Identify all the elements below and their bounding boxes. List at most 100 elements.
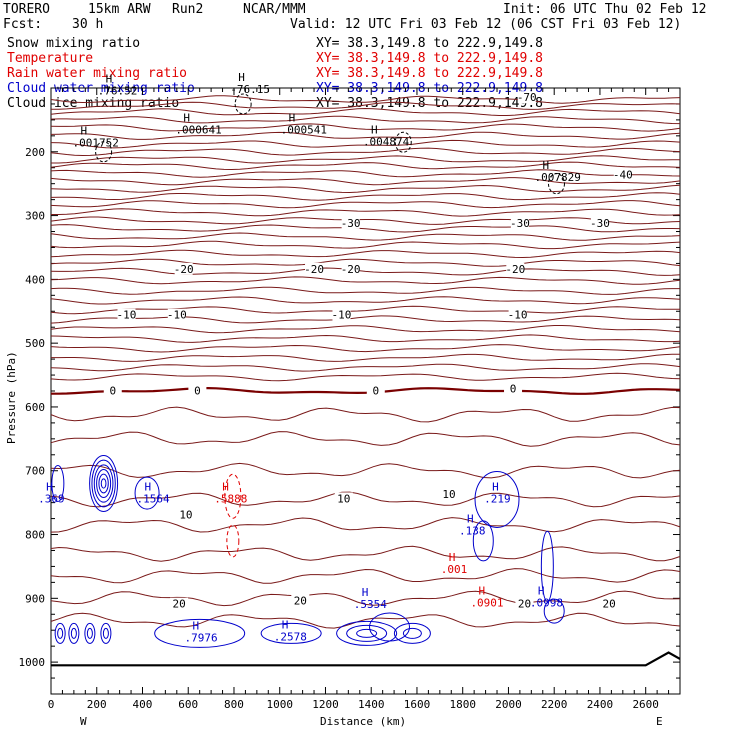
ice-snow-contours (95, 93, 565, 195)
temperature-contour-line (50, 131, 681, 140)
temperature-contour-line (50, 267, 681, 276)
temperature-contour-label: -20 (174, 263, 194, 276)
maximum-marker: H (542, 159, 549, 172)
cloud-water-contour (393, 622, 431, 644)
temperature-contour-line (50, 372, 681, 382)
temperature-contours (50, 95, 681, 629)
x-axis-label: Distance (km) (320, 715, 406, 728)
contour-label-bg (508, 308, 527, 321)
cloud-water-contour (96, 468, 112, 498)
org-label: NCAR/MMM (243, 2, 306, 17)
temperature-contour-line (50, 517, 681, 533)
maximum-marker: H (289, 111, 296, 124)
temperature-contour-line (50, 177, 681, 186)
temperature-contour-line (50, 240, 681, 250)
temperature-contour-line (51, 353, 680, 362)
contour-label-bg (517, 91, 536, 104)
y-tick-label: 1000 (19, 656, 46, 669)
temperature-contour-label: -30 (341, 217, 361, 230)
maximum-marker: H (193, 620, 200, 633)
temperature-contour-line (50, 147, 681, 157)
temperature-contour-line (50, 325, 681, 334)
x-tick-label: 1600 (404, 698, 431, 711)
temperature-contour-label: 0 (194, 385, 201, 398)
temperature-contour-line (50, 169, 681, 178)
temperature-contour-label: -20 (505, 263, 525, 276)
temperature-contour-line (50, 612, 681, 629)
maximum-marker: H (238, 71, 245, 84)
maximum-marker: H (492, 481, 499, 494)
temperature-contour-label: -10 (167, 309, 187, 322)
cloud-water-contour (260, 622, 322, 644)
terrain-line (51, 651, 681, 667)
maximum-marker: H (183, 111, 190, 124)
maximum-value-label: .138 (459, 525, 486, 538)
temperature-contour-line (50, 107, 681, 116)
init-time: Init: 06 UTC Thu 02 Feb 12 (503, 2, 707, 17)
temperature-contour-line (50, 115, 681, 125)
y-tick-label: 800 (25, 529, 45, 542)
y-axis-label: Pressure (hPa) (5, 351, 18, 444)
temperature-contour-label: 10 (337, 492, 350, 505)
contour-label-bg (332, 308, 351, 321)
temperature-contour-line (50, 95, 681, 104)
maximum-value-label: .7976 (185, 632, 218, 645)
maximum-value-label: .219 (484, 493, 511, 506)
maximum-value-label: .5888 (214, 493, 247, 506)
model-name: TORERO (3, 2, 50, 17)
cloud-water-contour (89, 454, 119, 512)
maximum-marker: H (46, 481, 53, 494)
contour-label-bg (170, 597, 189, 610)
maximum-marker: H (467, 513, 474, 526)
temperature-contour-label: -20 (341, 263, 361, 276)
x-tick-label: 2200 (541, 698, 568, 711)
contour-label-bg (506, 262, 525, 275)
contour-label-bg (613, 168, 632, 181)
maximum-value-label: .007829 (534, 171, 580, 184)
temperature-contour-label: 10 (179, 508, 192, 521)
cloud-water-contour (51, 464, 65, 502)
x-tick-label: 1400 (358, 698, 385, 711)
legend-entry: Snow mixing ratio (7, 36, 140, 51)
temperature-contour-label: 10 (442, 488, 455, 501)
temperature-contour-line (50, 431, 681, 447)
legend-entry: Rain water mixing ratio (7, 66, 187, 81)
contour-label-bg (510, 216, 529, 229)
x-tick-label: 0 (48, 698, 55, 711)
temperature-contour-line (50, 184, 681, 194)
temperature-contour-line (50, 491, 681, 508)
x-tick-label: 400 (133, 698, 153, 711)
contour-label-bg (188, 384, 207, 397)
x-tick-label: 2600 (632, 698, 659, 711)
temperature-contour-line (50, 462, 681, 479)
temperature-contour-label: -40 (613, 168, 633, 181)
temperature-contour-line (50, 315, 681, 324)
contour-label-bg (366, 384, 385, 397)
contour-label-bg (176, 508, 195, 521)
y-tick-label: 500 (25, 337, 45, 350)
temperature-contour-line (50, 276, 681, 285)
temperature-contour-label: 20 (172, 598, 185, 611)
cloud-water-contour (356, 628, 378, 638)
temperature-contour-label: 0 (372, 385, 379, 398)
forecast-value: 30 h (72, 17, 103, 32)
x-tick-label: 600 (178, 698, 198, 711)
cloud-water-contour (70, 627, 77, 639)
x-axis-west-label: W (80, 715, 87, 728)
model-resolution: 15km ARW (88, 2, 151, 17)
maximum-marker: H (538, 585, 545, 598)
legend-entry: Temperature (7, 51, 93, 66)
ice-contour (95, 141, 113, 163)
legend-xy: XY= 38.3,149.8 to 222.9,149.8 (316, 36, 543, 51)
temperature-contour-label: -20 (304, 263, 324, 276)
legend-xy: XY= 38.3,149.8 to 222.9,149.8 (316, 66, 543, 81)
rain-contours (224, 473, 242, 558)
cloud-water-contour (91, 459, 116, 508)
cloud-water-contour (134, 476, 160, 510)
contour-label-bg (334, 492, 353, 505)
temperature-contour-line (51, 208, 681, 217)
temperature-contour-label: 0 (510, 383, 517, 396)
terrain-surface (51, 651, 681, 667)
